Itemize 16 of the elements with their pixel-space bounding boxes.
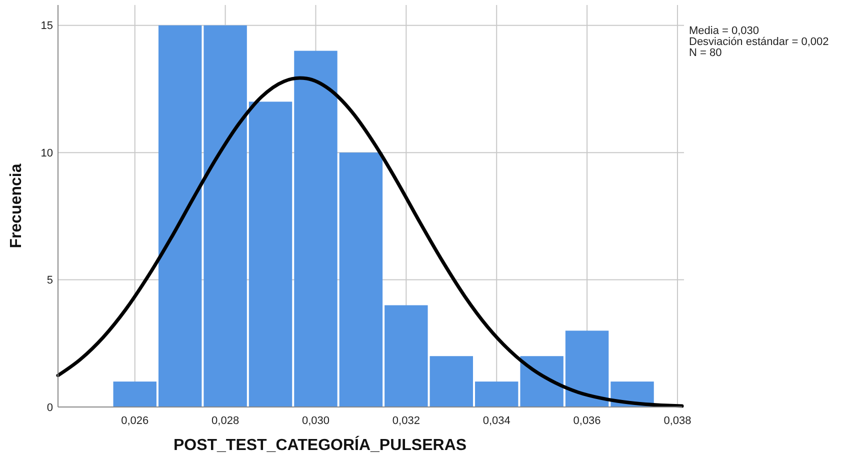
- x-tick-label: 0,034: [482, 415, 510, 427]
- text: Media = 0,030: [689, 25, 760, 37]
- x-tick-label: 0,036: [573, 415, 601, 427]
- x-tick-label: 0,038: [664, 415, 692, 427]
- x-tick-label: 0,028: [212, 415, 240, 427]
- x-axis-title: POST_TEST_CATEGORÍA_PULSERAS: [173, 435, 467, 454]
- x-tick-label: 0,026: [121, 415, 149, 427]
- text: Desviación estándar = 0,002: [689, 36, 829, 48]
- y-tick-label: 5: [46, 274, 53, 287]
- y-tick-label: 10: [40, 147, 53, 160]
- y-tick-label: 15: [40, 20, 53, 32]
- text: N = 80: [689, 47, 722, 59]
- x-tick-label: 0,032: [392, 415, 420, 427]
- y-axis-title: Frecuencia: [8, 164, 25, 248]
- y-tick-label: 0: [46, 402, 53, 414]
- x-tick-label: 0,030: [302, 415, 330, 427]
